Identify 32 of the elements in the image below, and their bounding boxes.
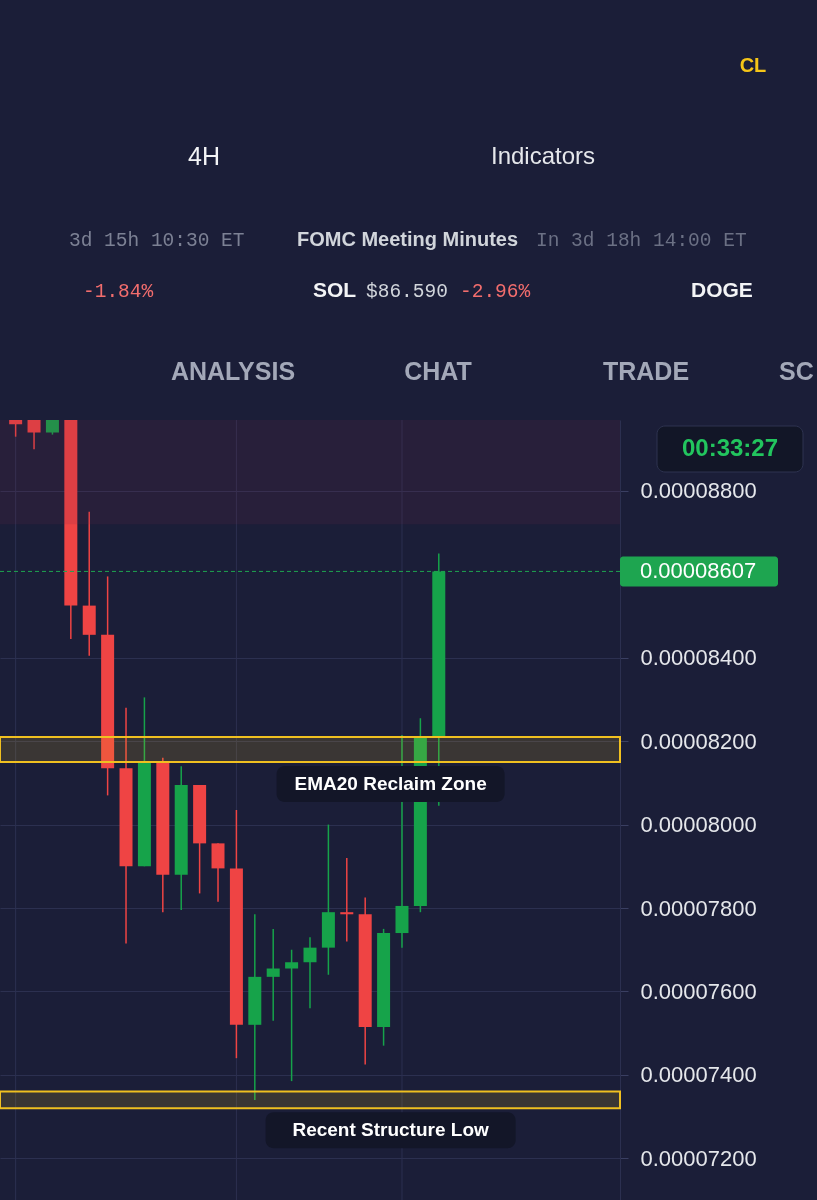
y-tick-label: 0.00008800 xyxy=(640,478,757,504)
text: FOMC Meeting Minutes xyxy=(297,228,519,250)
y-tick-label: 0.00008200 xyxy=(640,728,757,754)
y-tick-label: 0.00008000 xyxy=(640,812,757,838)
text: -1.84% xyxy=(83,281,154,303)
text: 4H xyxy=(188,142,220,170)
band-label: EMA20 Reclaim Zone xyxy=(294,773,487,795)
text: DOGE xyxy=(691,278,753,301)
candlestick xyxy=(285,948,299,1082)
text: $86.590 xyxy=(366,281,448,303)
band-label: Recent Structure Low xyxy=(292,1119,489,1141)
text: CHAT xyxy=(404,357,472,385)
y-tick-label: 0.00008400 xyxy=(640,645,757,671)
text: SC xyxy=(779,357,814,385)
candlestick xyxy=(266,928,280,1022)
y-tick-label: 0.00007400 xyxy=(640,1062,757,1088)
text: TRADE xyxy=(602,357,690,385)
text: SOL xyxy=(313,278,357,301)
ref-line-label: 0.00008607 xyxy=(640,558,757,584)
text: Indicators xyxy=(490,142,596,169)
text: 3d 15h 10:30 ET xyxy=(69,230,245,252)
text: In 3d 18h 14:00 ET xyxy=(536,230,747,252)
text: -2.96% xyxy=(460,281,531,303)
text: CL xyxy=(739,54,767,76)
candlestick xyxy=(303,936,317,1009)
candlestick xyxy=(27,419,41,450)
y-tick-label: 0.00007600 xyxy=(640,978,757,1004)
text: ANALYSIS xyxy=(170,357,296,385)
y-tick-label: 0.00007200 xyxy=(640,1145,757,1171)
text: 00:33:27 xyxy=(681,434,779,461)
candlestick xyxy=(340,857,354,943)
y-tick-label: 0.00007800 xyxy=(640,895,757,921)
